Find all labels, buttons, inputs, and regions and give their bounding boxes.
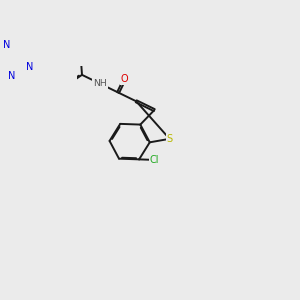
Text: NH: NH — [93, 79, 107, 88]
Text: O: O — [121, 74, 129, 84]
Text: N: N — [26, 62, 33, 72]
Text: N: N — [3, 40, 10, 50]
Text: Cl: Cl — [149, 155, 159, 165]
Text: N: N — [8, 71, 16, 81]
Text: S: S — [167, 134, 172, 144]
